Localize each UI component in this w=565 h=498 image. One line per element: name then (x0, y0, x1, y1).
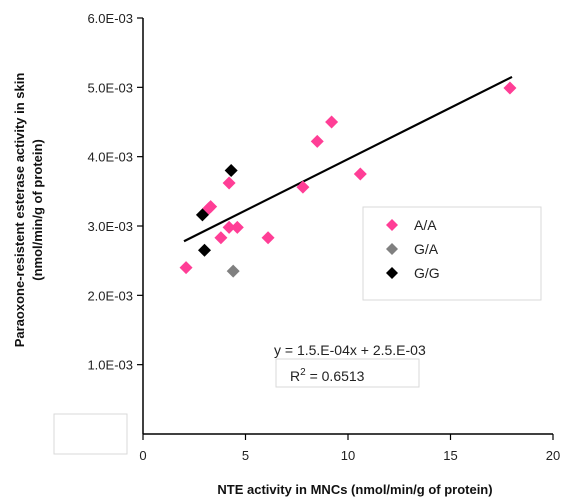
data-point-a-a (503, 81, 517, 95)
legend-marker (386, 219, 398, 231)
r-squared-sup: 2 (300, 367, 306, 378)
data-point-a-a (325, 115, 339, 129)
data-point-g-g (198, 243, 211, 257)
x-tick-label: 10 (341, 448, 355, 463)
data-point-a-a (204, 200, 218, 214)
data-point-g-a (226, 264, 240, 278)
data-point-a-a (296, 180, 310, 194)
r-squared: R2 = 0.6513 (290, 367, 365, 384)
legend: A/A G/A G/G (386, 217, 440, 281)
x-tick-label: 15 (443, 448, 457, 463)
legend-marker (386, 243, 398, 255)
r-squared-prefix: R (290, 368, 300, 384)
legend-label: G/G (414, 265, 440, 281)
data-point-g-g (195, 208, 209, 222)
y-axis-title-line1: Paraoxone-resistent esterase activity in… (12, 73, 27, 348)
y-tick-label: 5.0E-03 (87, 80, 133, 95)
data-point-a-a (230, 220, 244, 234)
trendline-equation: y = 1.5.E-04x + 2.5.E-03 (274, 342, 426, 358)
y-axis-title-line2: (nmol/min/g of protein) (30, 139, 45, 281)
data-point-a-a (222, 176, 236, 190)
legend-label: A/A (414, 217, 437, 233)
x-axis-title: NTE activity in MNCs (nmol/min/g of prot… (217, 482, 492, 497)
y-tick-label: 1.0E-03 (87, 358, 133, 373)
empty-box (53, 413, 128, 455)
y-tick-label: 2.0E-03 (87, 288, 133, 303)
legend-box (362, 206, 542, 301)
x-tick-label: 0 (139, 448, 146, 463)
r-squared-value: = 0.6513 (306, 368, 365, 384)
data-point-g-g (224, 164, 238, 178)
data-points (179, 81, 517, 278)
x-axis-ticks: 0 5 10 15 20 (139, 434, 560, 463)
y-tick-label: 4.0E-03 (87, 150, 133, 165)
y-tick-label: 3.0E-03 (87, 219, 133, 234)
data-point-a-a (310, 134, 324, 148)
legend-label: G/A (414, 241, 439, 257)
legend-marker (386, 267, 398, 279)
trendline (183, 75, 513, 243)
equation-box (275, 358, 420, 388)
x-tick-label: 20 (546, 448, 560, 463)
data-point-a-a (179, 261, 193, 275)
x-tick-label: 5 (242, 448, 249, 463)
data-point-a-a (222, 220, 236, 234)
y-tick-label: 6.0E-03 (87, 11, 133, 26)
data-point-a-a (353, 167, 367, 181)
data-point-a-a (261, 231, 275, 245)
data-point-a-a (214, 231, 228, 245)
y-axis-ticks: 1.0E-03 2.0E-03 3.0E-03 4.0E-03 5.0E-03 6.0E-… (87, 11, 143, 373)
